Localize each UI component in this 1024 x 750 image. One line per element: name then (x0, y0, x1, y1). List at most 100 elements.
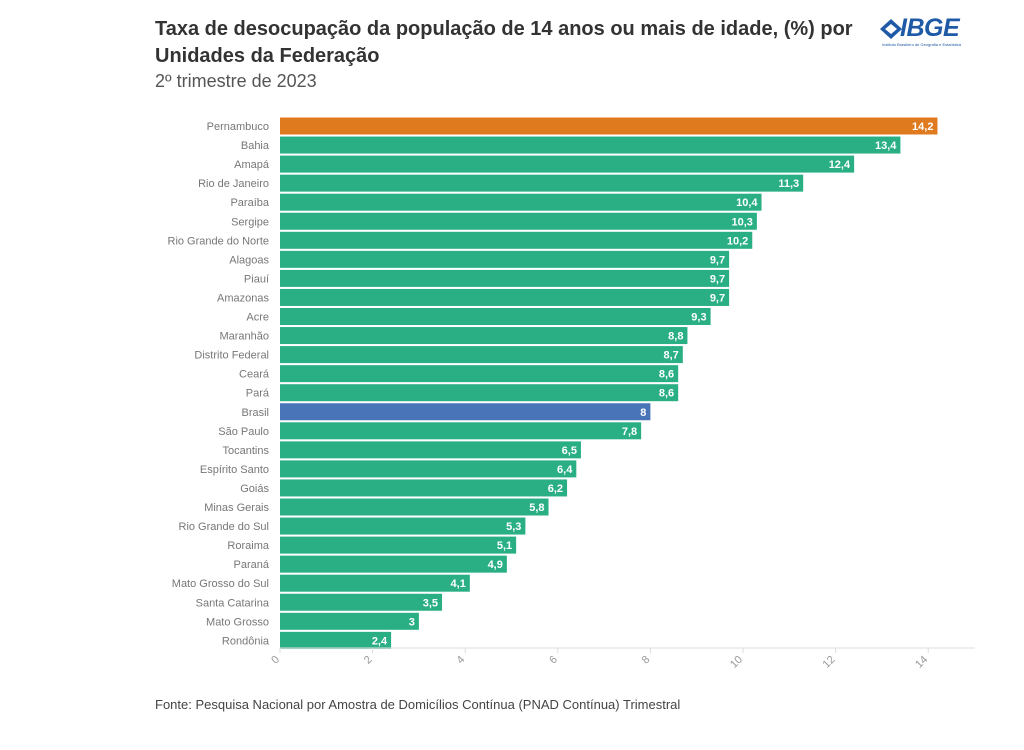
category-label: Paraíba (230, 197, 269, 209)
bar-chart: Pernambuco 14,2 Bahia 13,4 Amapá 12,4 Rio de J… (168, 117, 975, 671)
value-label: 14,2 (912, 121, 933, 133)
bar (280, 117, 938, 135)
category-label: Santa Catarina (196, 597, 270, 609)
value-label: 4,9 (488, 559, 503, 571)
value-label: 5,3 (506, 521, 521, 533)
bar (280, 498, 549, 516)
x-tick-label: 12 (821, 654, 838, 671)
value-label: 9,7 (710, 273, 725, 285)
value-label: 11,3 (778, 178, 799, 190)
bar (280, 574, 470, 592)
category-label: Pará (246, 388, 270, 400)
value-label: 9,7 (710, 254, 725, 266)
chart-title: Taxa de desocupação da população de 14 a… (155, 18, 853, 67)
bar (280, 460, 577, 478)
value-label: 5,8 (529, 502, 544, 514)
bar (280, 288, 730, 306)
source-note: Fonte: Pesquisa Nacional por Amostra de … (155, 697, 681, 712)
category-label: Roraima (227, 540, 269, 552)
category-label: Alagoas (229, 254, 269, 266)
category-label: Goiás (240, 483, 269, 495)
bar (280, 136, 901, 154)
bar (280, 612, 419, 630)
category-label: Maranhão (219, 331, 269, 343)
ibge-logo-icon (880, 19, 902, 39)
category-label: Rio Grande do Sul (179, 521, 270, 533)
bar (280, 174, 804, 192)
bar (280, 384, 679, 402)
bar (280, 631, 392, 649)
category-label: Sergipe (231, 216, 269, 228)
bar (280, 479, 568, 497)
bar (280, 536, 517, 554)
value-label: 3 (409, 616, 415, 628)
x-tick-label: 2 (362, 654, 375, 667)
category-label: Rio Grande do Norte (168, 235, 270, 247)
value-label: 10,3 (731, 216, 752, 228)
category-label: Minas Gerais (204, 502, 269, 514)
bar (280, 441, 581, 459)
chart-subtitle: 2º trimestre de 2023 (155, 71, 317, 91)
category-label: Brasil (241, 407, 269, 419)
bar (280, 555, 507, 573)
category-label: Mato Grosso (206, 616, 269, 628)
x-tick-label: 8 (640, 654, 653, 667)
bar (280, 231, 753, 249)
bar (280, 155, 855, 173)
bar (280, 517, 526, 535)
value-label: 8,6 (659, 388, 674, 400)
category-label: Piauí (244, 273, 269, 285)
bar (280, 308, 711, 325)
value-label: 8,8 (668, 331, 683, 343)
bar (280, 593, 443, 611)
category-label: Tocantins (223, 445, 270, 457)
value-label: 8,6 (659, 369, 674, 381)
value-label: 6,4 (557, 464, 573, 476)
category-label: Rio de Janeiro (198, 178, 269, 190)
category-label: São Paulo (218, 426, 269, 438)
value-label: 13,4 (875, 140, 897, 152)
value-label: 6,5 (562, 445, 577, 457)
category-label: Distrito Federal (194, 350, 269, 362)
bar (280, 250, 730, 268)
value-label: 4,1 (451, 578, 466, 590)
bar (280, 422, 642, 440)
logo-text: IBGE (900, 14, 960, 42)
x-tick-label: 6 (547, 654, 560, 667)
ibge-logo: IBGE Instituto Brasileiro de Geografia e… (880, 14, 990, 49)
value-label: 3,5 (423, 597, 438, 609)
category-label: Bahia (241, 140, 270, 152)
x-tick-label: 0 (269, 654, 282, 667)
value-label: 10,2 (727, 235, 748, 247)
value-label: 9,3 (691, 312, 706, 324)
category-label: Amapá (234, 159, 270, 171)
value-label: 2,4 (372, 635, 388, 647)
category-label: Amazonas (217, 292, 269, 304)
x-tick-label: 4 (455, 654, 468, 667)
x-tick-label: 14 (913, 654, 930, 671)
value-label: 6,2 (548, 483, 563, 495)
value-label: 12,4 (829, 159, 851, 171)
value-label: 8 (640, 407, 646, 419)
logo-subtext: Instituto Brasileiro de Geografia e Esta… (882, 42, 961, 47)
bar (280, 193, 762, 211)
bar (280, 212, 757, 230)
category-label: Espírito Santo (200, 464, 269, 476)
category-label: Paraná (234, 559, 270, 571)
bar (280, 403, 651, 421)
bar (280, 269, 730, 287)
bar (280, 327, 688, 345)
category-label: Acre (246, 312, 269, 324)
value-label: 8,7 (664, 350, 679, 362)
value-label: 9,7 (710, 292, 725, 304)
value-label: 5,1 (497, 540, 512, 552)
value-label: 10,4 (736, 197, 758, 209)
category-label: Rondônia (222, 635, 270, 647)
value-label: 7,8 (622, 426, 637, 438)
category-label: Ceará (239, 369, 270, 381)
bar (280, 365, 679, 383)
category-label: Mato Grosso do Sul (172, 578, 269, 590)
bar (280, 346, 683, 364)
x-tick-label: 10 (728, 654, 745, 671)
category-label: Pernambuco (207, 121, 269, 133)
